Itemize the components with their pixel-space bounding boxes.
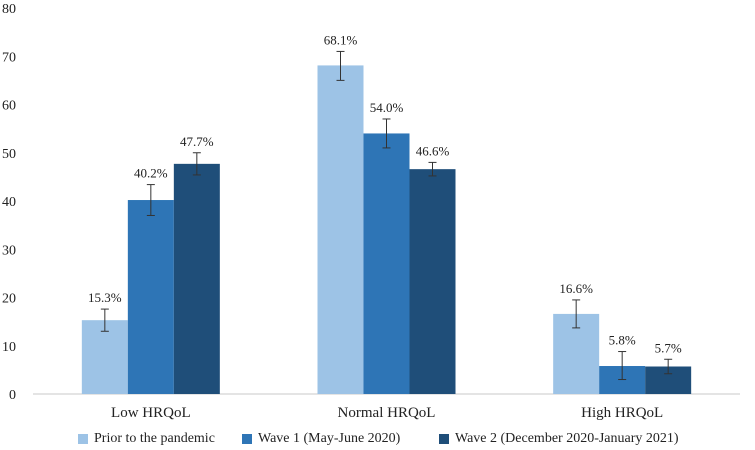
data-label: 47.7%: [180, 134, 214, 149]
x-category-label: High HRQoL: [581, 405, 663, 421]
legend-swatch-wave1: [242, 434, 252, 444]
y-tick-label: 80: [2, 2, 16, 17]
y-tick-label: 0: [9, 388, 16, 403]
legend-swatch-prior: [78, 434, 88, 444]
chart-legend: Prior to the pandemic Wave 1 (May-June 2…: [0, 429, 755, 449]
y-tick-label: 10: [2, 340, 16, 355]
legend-item-prior: Prior to the pandemic: [78, 429, 215, 449]
y-tick-label: 70: [2, 50, 16, 65]
legend-item-wave1: Wave 1 (May-June 2020): [242, 429, 400, 449]
data-label: 54.0%: [370, 100, 404, 115]
y-tick-label: 40: [2, 195, 16, 210]
data-label: 16.6%: [559, 281, 593, 296]
y-tick-label: 50: [2, 147, 16, 162]
bar: [409, 169, 456, 394]
data-label: 46.6%: [416, 143, 450, 158]
bar: [363, 133, 410, 394]
legend-item-wave2: Wave 2 (December 2020-January 2021): [439, 429, 679, 449]
bar: [317, 65, 364, 394]
data-label: 40.2%: [134, 166, 168, 181]
y-tick-label: 20: [2, 292, 16, 307]
legend-label-prior: Prior to the pandemic: [94, 431, 215, 446]
y-tick-label: 60: [2, 99, 16, 114]
data-label: 68.1%: [324, 32, 358, 47]
bar: [81, 320, 128, 394]
data-label: 5.7%: [655, 340, 682, 355]
bar: [173, 163, 220, 394]
legend-label-wave1: Wave 1 (May-June 2020): [258, 431, 401, 446]
legend-label-wave2: Wave 2 (December 2020-January 2021): [455, 431, 679, 446]
x-category-label: Low HRQoL: [111, 405, 191, 421]
data-label: 15.3%: [88, 290, 122, 305]
y-tick-label: 30: [2, 243, 16, 258]
bar: [127, 200, 174, 394]
x-category-label: Normal HRQoL: [338, 405, 436, 421]
legend-swatch-wave2: [439, 434, 449, 444]
data-label: 5.8%: [609, 333, 636, 348]
